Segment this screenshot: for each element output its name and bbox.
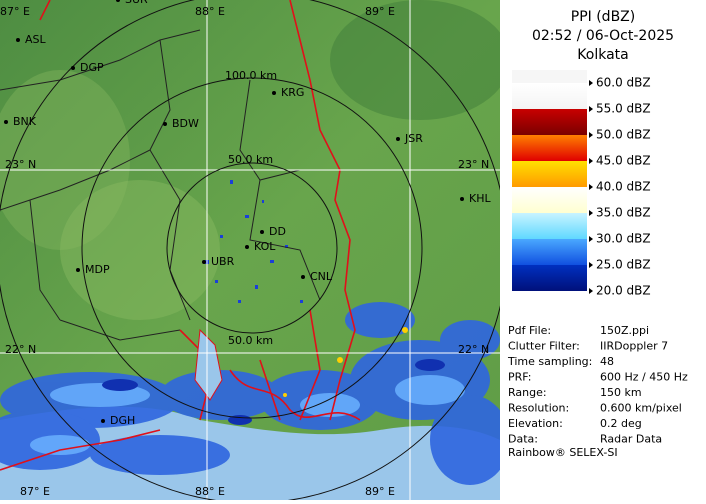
city-label: JSR: [404, 132, 423, 145]
city-label: MDP: [85, 263, 110, 276]
city-dot: [301, 275, 305, 279]
legend-label: 20.0 dBZ: [596, 284, 651, 298]
legend-label: 55.0 dBZ: [596, 102, 651, 116]
header-time: 02:52 / 06-Oct-2025: [532, 28, 674, 44]
legend-tick: [589, 132, 593, 138]
legend-tick: [589, 158, 593, 164]
city-label: DGH: [110, 414, 135, 427]
city-label: ASL: [25, 33, 47, 46]
legend-label: 25.0 dBZ: [596, 258, 651, 272]
map: 100.0 km 50.0 km 50.0 km 87° E 88° E 89° E 87°…: [0, 0, 500, 500]
info-key: Resolution:: [508, 402, 569, 415]
graticule: [0, 0, 500, 500]
lat-label: 22° N: [5, 343, 36, 356]
city-label: KHL: [469, 192, 491, 205]
header-site: Kolkata: [577, 47, 628, 63]
lat-label: 22° N: [458, 343, 489, 356]
legend-band: [512, 239, 587, 265]
legend-band: [512, 265, 587, 291]
legend-tick: [589, 262, 593, 268]
info-key: PRF:: [508, 371, 531, 384]
legend-label: 40.0 dBZ: [596, 180, 651, 194]
legend-band: [512, 135, 587, 161]
city-dot: [202, 260, 206, 264]
legend-band: [512, 161, 587, 187]
legend-tick: [589, 80, 593, 86]
info-key: Pdf File:: [508, 324, 551, 337]
info-value: 0.2 deg: [600, 417, 642, 430]
legend-tick: [589, 210, 593, 216]
legend-band: [512, 109, 587, 135]
city-label: UBR: [211, 255, 235, 268]
legend-tick: [589, 288, 593, 294]
range-rings: [0, 0, 500, 500]
lon-label: 88° E: [195, 485, 225, 498]
info-key: Elevation:: [508, 417, 563, 430]
lon-label: 89° E: [365, 5, 395, 18]
city-dot: [71, 66, 75, 70]
info-key: Range:: [508, 386, 547, 399]
lon-label: 87° E: [20, 485, 50, 498]
info-value: Radar Data: [600, 433, 662, 446]
ring-label: 100.0 km: [225, 69, 277, 82]
city-dot: [116, 0, 120, 2]
city-dot: [260, 230, 264, 234]
legend-label: 45.0 dBZ: [596, 154, 651, 168]
city-dot: [4, 120, 8, 124]
lat-label: 23° N: [5, 158, 36, 171]
legend-tick: [589, 236, 593, 242]
legend-band: [512, 187, 587, 213]
info-value: 150 km: [600, 386, 642, 399]
city-label: DGP: [80, 61, 104, 74]
city-dot: [163, 122, 167, 126]
info-key: Time sampling:: [507, 355, 592, 368]
lat-label: 23° N: [458, 158, 489, 171]
city-label: CNL: [310, 270, 333, 283]
legend-band: [512, 213, 587, 239]
city-dot: [101, 419, 105, 423]
info-value: IIRDoppler 7: [600, 340, 668, 353]
info-key: Clutter Filter:: [508, 340, 580, 353]
city-dot: [272, 91, 276, 95]
info-value: 600 Hz / 450 Hz: [600, 371, 688, 384]
city-label: KOL: [254, 240, 276, 253]
legend-label: 50.0 dBZ: [596, 128, 651, 142]
legend-label: 35.0 dBZ: [596, 206, 651, 220]
lon-label: 87° E: [0, 5, 30, 18]
legend-band: [512, 83, 587, 109]
ring-label: 50.0 km: [228, 153, 273, 166]
lon-label: 89° E: [365, 485, 395, 498]
legend-label: 60.0 dBZ: [596, 76, 651, 90]
footer: Rainbow® SELEX-SI: [508, 446, 618, 459]
info-value: 150Z.ppi: [600, 324, 649, 337]
city-dot: [396, 137, 400, 141]
legend-tick: [589, 184, 593, 190]
ring-label: 50.0 km: [228, 334, 273, 347]
info-value: 0.600 km/pixel: [600, 402, 682, 415]
city-dot: [16, 38, 20, 42]
city-label: KRG: [281, 86, 304, 99]
districts: [0, 29, 321, 341]
city-dot: [245, 245, 249, 249]
city-dot: [76, 268, 80, 272]
legend-top: [512, 70, 587, 83]
lon-label: 88° E: [195, 5, 225, 18]
city-label: SUR: [125, 0, 148, 6]
legend-tick: [589, 106, 593, 112]
info-value: 48: [600, 355, 614, 368]
city-label: DD: [269, 225, 286, 238]
legend-label: 30.0 dBZ: [596, 232, 651, 246]
header-title: PPI (dBZ): [571, 9, 635, 25]
info-key: Data:: [508, 433, 538, 446]
city-dot: [460, 197, 464, 201]
city-label: BNK: [13, 115, 37, 128]
city-label: BDW: [172, 117, 199, 130]
